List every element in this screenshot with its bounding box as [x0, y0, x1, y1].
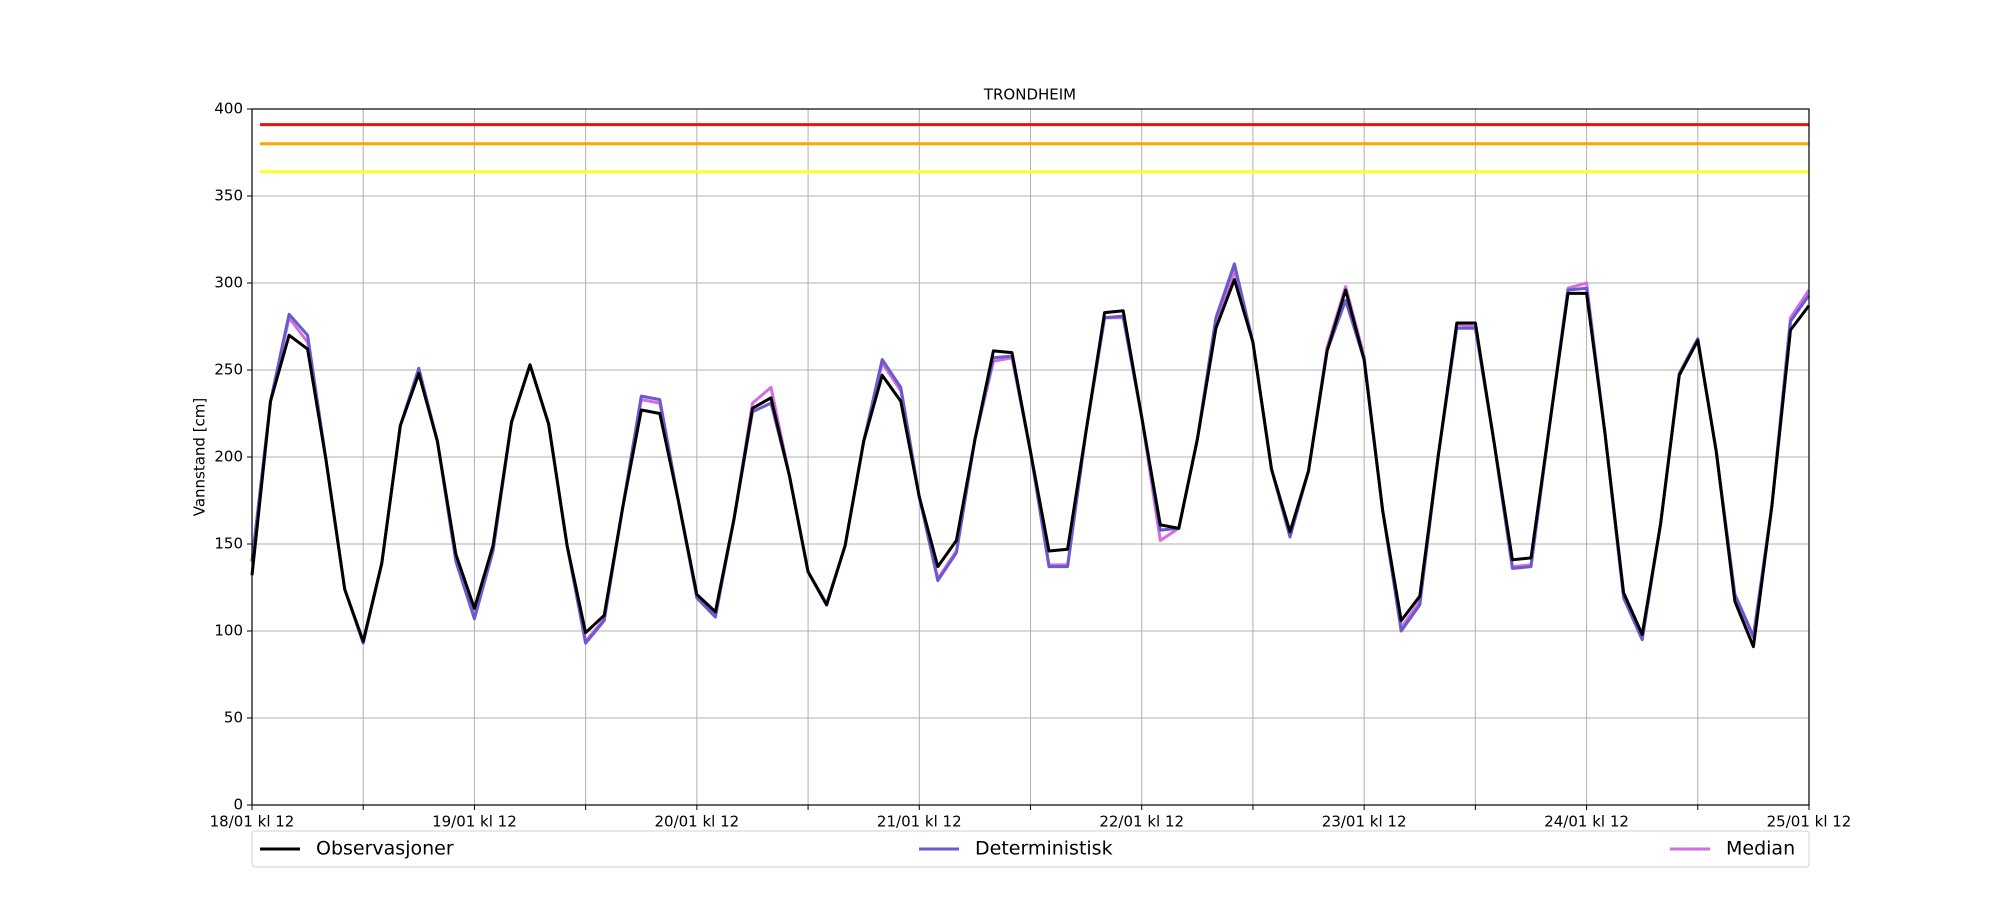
x-tick-label: 20/01 kl 12: [654, 813, 739, 831]
legend-box: [251, 830, 1810, 868]
y-tick-label: 50: [224, 709, 243, 727]
y-tick-label: 350: [214, 187, 243, 205]
x-tick-label: 24/01 kl 12: [1544, 813, 1629, 831]
legend-label: Deterministisk: [975, 838, 1113, 860]
legend-label: Median: [1726, 838, 1795, 860]
x-tick-label: 21/01 kl 12: [877, 813, 962, 831]
y-tick-label: 250: [214, 361, 243, 379]
x-tick-label: 18/01 kl 12: [210, 813, 295, 831]
y-tick-label: 100: [214, 622, 243, 640]
chart-title: TRONDHEIM: [983, 86, 1076, 104]
y-tick-label: 150: [214, 535, 243, 553]
y-tick-label: 200: [214, 448, 243, 466]
y-axis-label: Vannstand [cm]: [191, 398, 209, 517]
y-tick-label: 400: [214, 100, 243, 118]
x-tick-label: 23/01 kl 12: [1322, 813, 1407, 831]
x-tick-label: 19/01 kl 12: [432, 813, 517, 831]
y-tick-label: 0: [233, 796, 243, 814]
series-line: [250, 278, 1811, 649]
x-tick-label: 25/01 kl 12: [1767, 813, 1852, 831]
y-tick-label: 300: [214, 274, 243, 292]
plot-frame: [251, 108, 1810, 806]
x-tick-label: 22/01 kl 12: [1099, 813, 1184, 831]
legend-label: Observasjoner: [316, 838, 454, 860]
